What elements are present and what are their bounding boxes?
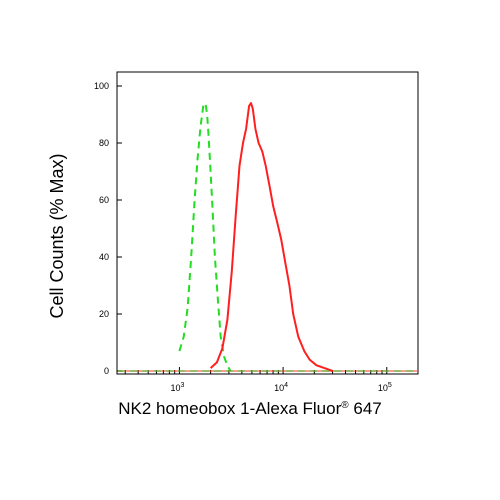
y-tick-label: 20 — [99, 309, 109, 319]
x-axis-ticks: 103 104 105 — [124, 367, 419, 393]
y-axis-ticks: 0 20 40 60 80 100 — [94, 81, 122, 376]
plot-frame — [116, 71, 419, 375]
x-axis-label-suffix: 647 — [349, 399, 382, 418]
sample-histogram — [209, 102, 333, 372]
y-tick-label: 0 — [104, 366, 109, 376]
x-tick-label: 105 — [378, 382, 392, 393]
x-axis-label: NK2 homeobox 1-Alexa Fluor® 647 — [118, 399, 381, 418]
x-tick-label: 104 — [274, 382, 288, 393]
x-tick-label: 103 — [170, 382, 184, 393]
y-tick-label: 40 — [99, 252, 109, 262]
series-layer — [118, 102, 417, 372]
x-axis-label-registered-mark: ® — [341, 400, 349, 411]
y-axis-label: Cell Counts (% Max) — [47, 153, 67, 318]
isotype-control-histogram — [178, 102, 232, 372]
y-tick-label: 80 — [99, 138, 109, 148]
y-tick-label: 100 — [94, 81, 109, 91]
x-axis-label-main: NK2 homeobox 1-Alexa Fluor — [118, 399, 341, 418]
y-tick-label: 60 — [99, 195, 109, 205]
